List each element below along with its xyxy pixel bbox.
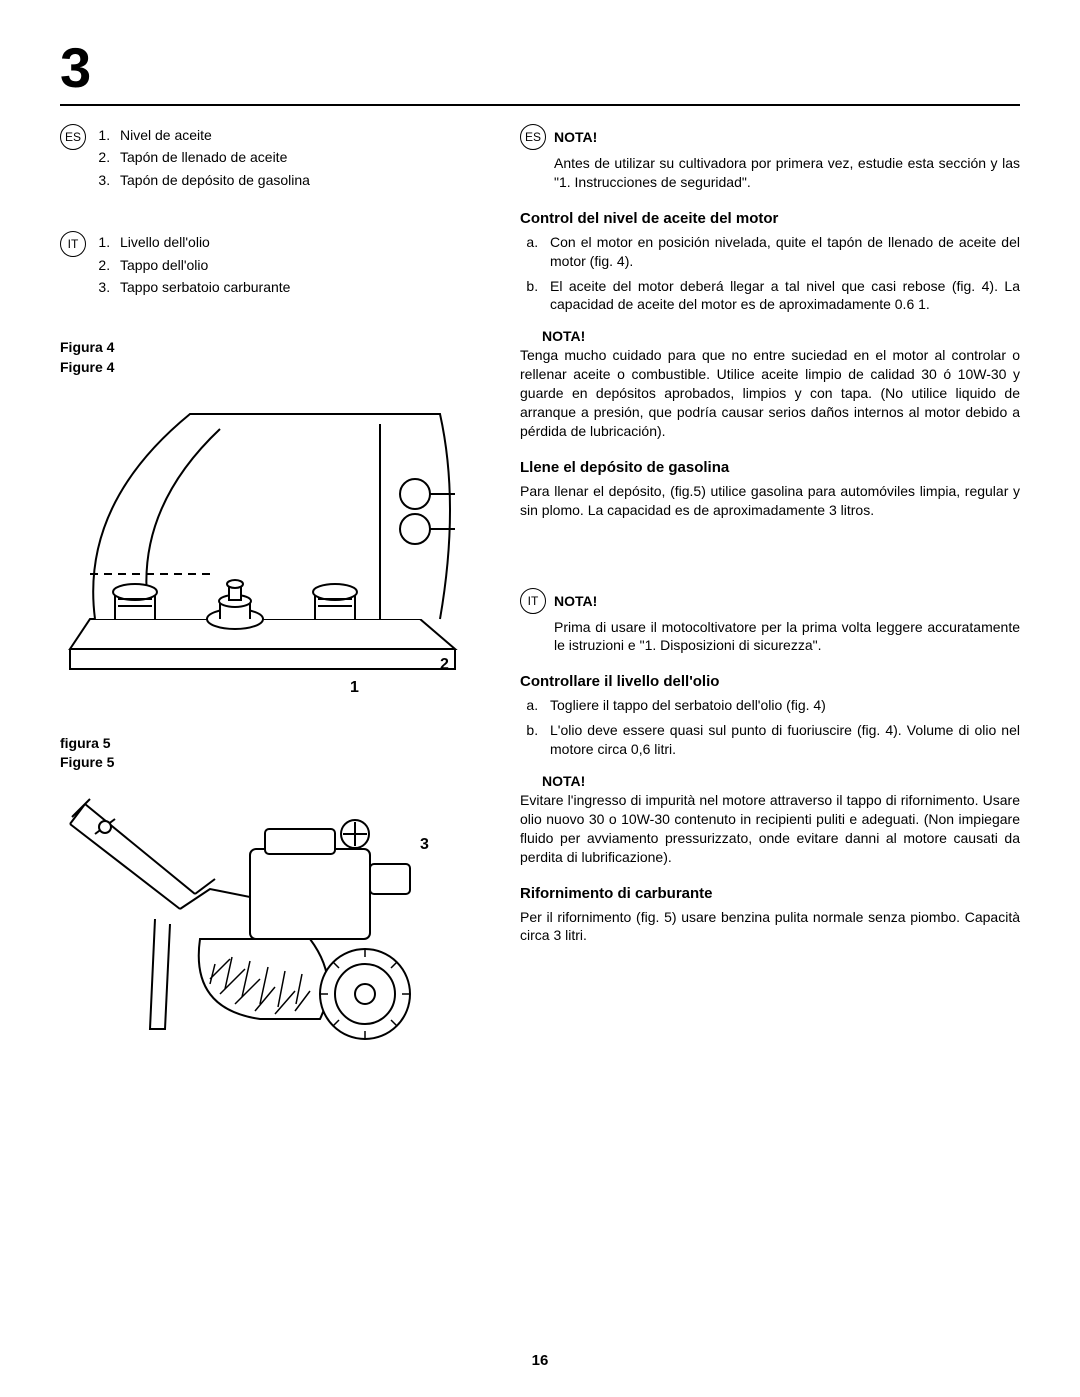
right-column: ES NOTA! Antes de utilizar su cultivador… <box>520 124 1020 1059</box>
legend-it-item: Livello dell'olio <box>114 231 290 253</box>
legend-it-item: Tappo dell'olio <box>114 254 290 276</box>
it-nota2-text: Evitare l'ingresso di impurità nel motor… <box>520 791 1020 867</box>
it-list-1: Togliere il tappo del serbatoio dell'oli… <box>520 696 1020 759</box>
es-badge-icon: ES <box>520 124 546 150</box>
figure5-box: 3 <box>60 779 480 1059</box>
es-h2-text: Para llenar el depósito, (fig.5) utilice… <box>520 482 1020 520</box>
es-list-1b: El aceite del motor deberá llegar a tal … <box>542 277 1020 315</box>
legend-it-item: Tappo serbatoio carburante <box>114 276 290 298</box>
es-list-1: Con el motor en posición nivelada, quite… <box>520 233 1020 315</box>
es-nota-heading: ES NOTA! <box>520 124 1020 150</box>
es-nota-label: NOTA! <box>554 129 597 145</box>
legend-es-item: Tapón de depósito de gasolina <box>114 169 310 191</box>
figure5-label-a: figura 5 <box>60 735 111 751</box>
figure4-label: Figura 4 Figure 4 <box>60 338 480 377</box>
it-nota-label: NOTA! <box>554 593 597 609</box>
it-heading-2: Rifornimento di carburante <box>520 885 1020 902</box>
figure5-label: figura 5 Figure 5 <box>60 734 480 773</box>
it-list-1b: L'olio deve essere quasi sul punto di fu… <box>542 721 1020 759</box>
figure4-callout-2: 2 <box>440 656 449 673</box>
legend-it: IT Livello dell'olio Tappo dell'olio Tap… <box>60 231 480 298</box>
page-number: 16 <box>0 1352 1080 1369</box>
es-nota2-label: NOTA! <box>520 328 1020 344</box>
it-badge-icon: IT <box>520 588 546 614</box>
es-list-1a: Con el motor en posición nivelada, quite… <box>542 233 1020 271</box>
spacer <box>520 538 1020 588</box>
figure4-callout-1: 1 <box>350 679 359 696</box>
figure4-label-a: Figura 4 <box>60 339 114 355</box>
es-nota2-text: Tenga mucho cuidado para que no entre su… <box>520 346 1020 440</box>
legend-es-list: Nivel de aceite Tapón de llenado de acei… <box>94 124 310 191</box>
legend-es-item: Tapón de llenado de aceite <box>114 146 310 168</box>
es-heading-1: Control del nivel de aceite del motor <box>520 210 1020 227</box>
figure4-box: 2 1 <box>60 384 480 704</box>
figure5-callout-3: 3 <box>420 836 429 853</box>
left-column: ES Nivel de aceite Tapón de llenado de a… <box>60 124 480 1059</box>
legend-es-item: Nivel de aceite <box>114 124 310 146</box>
it-h2-text: Per il rifornimento (fig. 5) usare benzi… <box>520 908 1020 946</box>
it-nota-text: Prima di usare il motocoltivatore per la… <box>554 618 1020 656</box>
section-number: 3 <box>60 40 1020 96</box>
manual-page: 3 ES Nivel de aceite Tapón de llenado de… <box>0 0 1080 1397</box>
figure4-illustration-icon: 2 1 <box>60 384 460 704</box>
it-heading-1: Controllare il livello dell'olio <box>520 673 1020 690</box>
legend-it-list: Livello dell'olio Tappo dell'olio Tappo … <box>94 231 290 298</box>
it-nota-heading: IT NOTA! <box>520 588 1020 614</box>
figure4-label-b: Figure 4 <box>60 359 114 375</box>
es-nota-text: Antes de utilizar su cultivadora por pri… <box>554 154 1020 192</box>
es-heading-2: Llene el depósito de gasolina <box>520 459 1020 476</box>
figure5-illustration-icon: 3 <box>60 779 460 1059</box>
two-column-layout: ES Nivel de aceite Tapón de llenado de a… <box>60 124 1020 1059</box>
it-list-1a: Togliere il tappo del serbatoio dell'oli… <box>542 696 1020 715</box>
it-badge-icon: IT <box>60 231 86 257</box>
section-rule <box>60 104 1020 106</box>
figure5-label-b: Figure 5 <box>60 754 114 770</box>
es-badge-icon: ES <box>60 124 86 150</box>
it-nota2-label: NOTA! <box>520 773 1020 789</box>
legend-es: ES Nivel de aceite Tapón de llenado de a… <box>60 124 480 191</box>
